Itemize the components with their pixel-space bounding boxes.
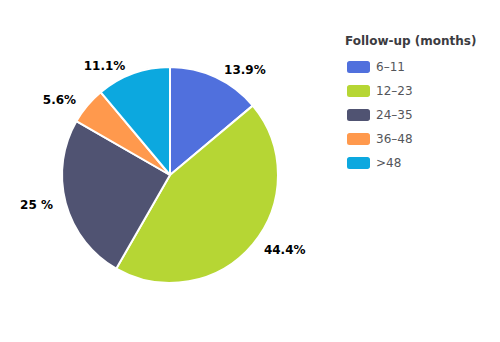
- svg-text:13.9%: 13.9%: [224, 63, 266, 77]
- svg-text:24–35: 24–35: [376, 108, 413, 122]
- svg-text:6–11: 6–11: [376, 60, 405, 74]
- svg-text:11.1%: 11.1%: [84, 59, 126, 73]
- svg-text:Follow-up (months): Follow-up (months): [345, 34, 476, 48]
- svg-text:5.6%: 5.6%: [43, 93, 76, 107]
- svg-text:36–48: 36–48: [376, 132, 413, 146]
- svg-text:44.4%: 44.4%: [264, 243, 306, 257]
- svg-text:>48: >48: [376, 156, 401, 170]
- svg-text:12–23: 12–23: [376, 84, 413, 98]
- svg-text:25 %: 25 %: [20, 198, 53, 212]
